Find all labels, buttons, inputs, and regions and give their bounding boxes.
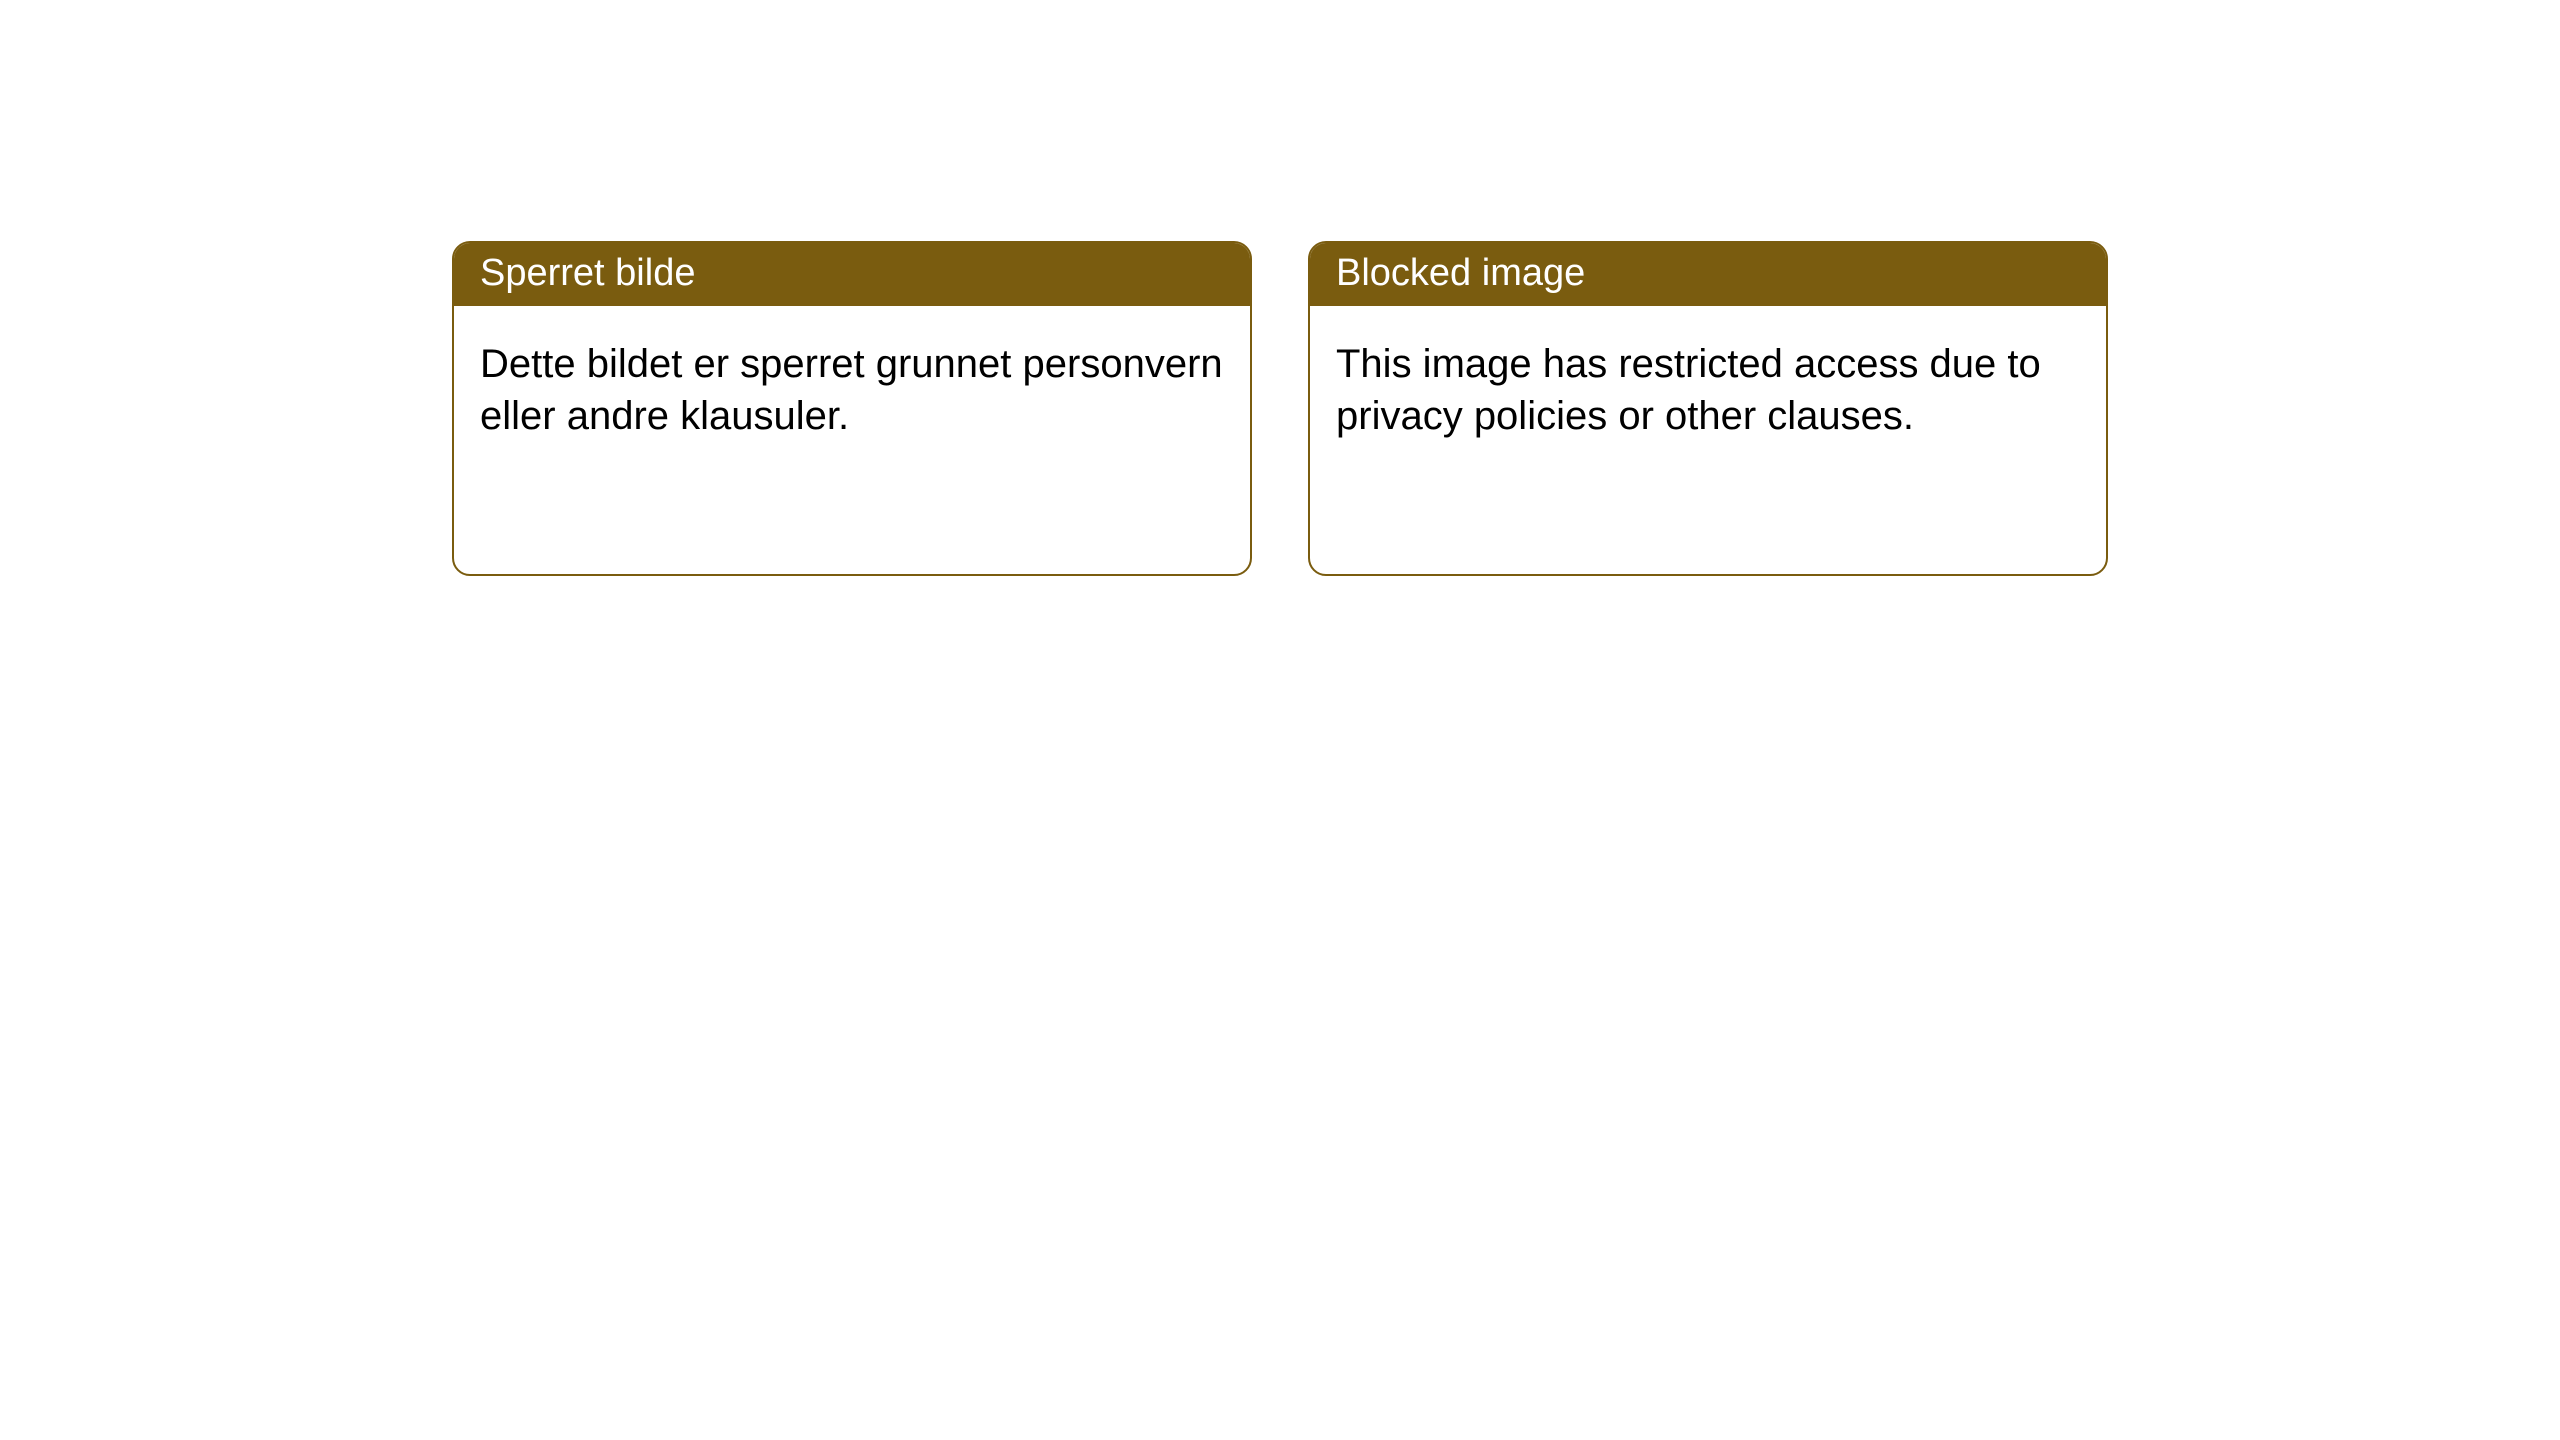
notice-body: This image has restricted access due to …: [1310, 306, 2106, 474]
notice-body: Dette bildet er sperret grunnet personve…: [454, 306, 1250, 474]
notice-header: Sperret bilde: [454, 243, 1250, 306]
notice-card-norwegian: Sperret bilde Dette bildet er sperret gr…: [452, 241, 1252, 576]
notice-container: Sperret bilde Dette bildet er sperret gr…: [452, 241, 2108, 576]
notice-card-english: Blocked image This image has restricted …: [1308, 241, 2108, 576]
notice-header: Blocked image: [1310, 243, 2106, 306]
